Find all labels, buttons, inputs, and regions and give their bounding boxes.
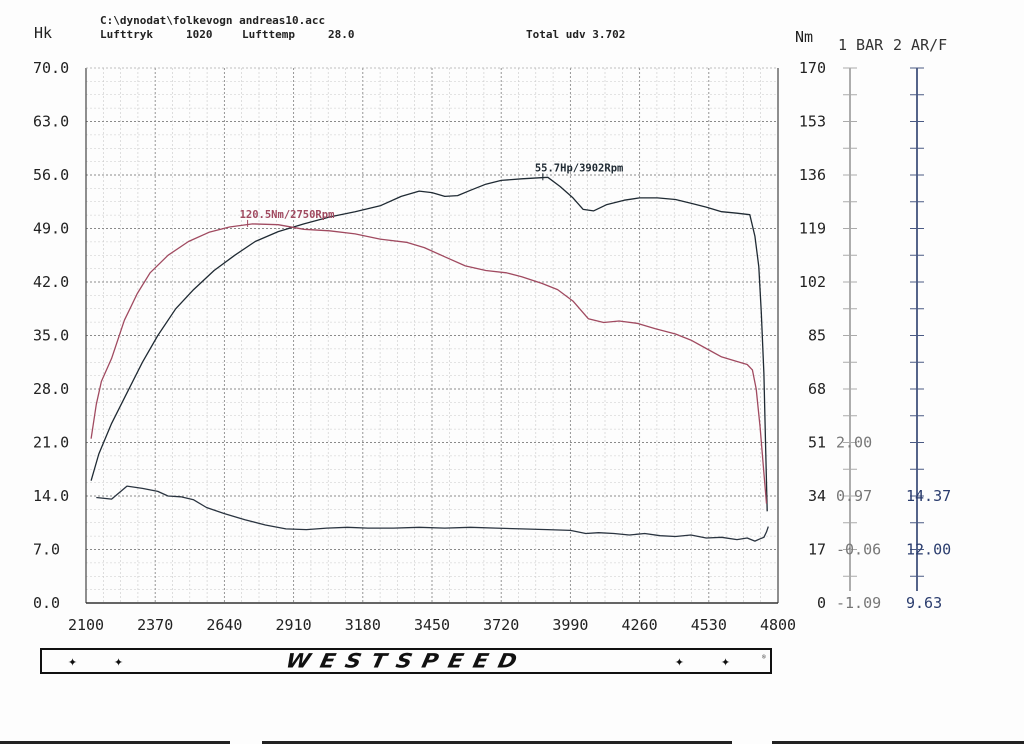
registered-mark: ®	[762, 654, 766, 661]
aux-scales: 1 BAR -1.09 -0.06 0.97 2.00 2 AR/F 9.63 12.00 14…	[836, 36, 951, 612]
x-tick-label: 2640	[206, 616, 242, 634]
y-right-tick-label: 34	[808, 487, 826, 505]
y-right-label: Nm	[795, 28, 813, 46]
y-left-tick-label: 56.0	[33, 166, 69, 184]
westspeed-banner: ✦ ✦ WESTSPEED ✦ ✦	[40, 648, 772, 674]
y-right-tick-label: 102	[799, 273, 826, 291]
pressure-value: 1020	[186, 28, 213, 41]
aux-scale-label: 2 AR/F	[893, 36, 947, 54]
y-right-tick-label: 170	[799, 59, 826, 77]
page-edge	[262, 741, 732, 744]
chart-axes	[85, 67, 779, 604]
total-output: Total udv 3.702	[526, 28, 626, 41]
stars-left-icon: ✦ ✦	[68, 652, 138, 670]
series-line	[90, 176, 768, 512]
series-line	[90, 223, 768, 504]
stars-right-icon: ✦ ✦	[674, 652, 744, 670]
data-series	[90, 176, 769, 542]
y-right-tick-label: 119	[799, 220, 826, 238]
annotation-label: 120.5Nm/2750Rpm	[240, 209, 335, 221]
y-right-tick-label: 136	[799, 166, 826, 184]
y-left-tick-label: 49.0	[33, 220, 69, 238]
tick-labels: Hk Nm 0.0 7.0 14.0 21.0 28.0 35.0 42.0 49.0 56.0 63…	[33, 24, 826, 634]
page-edge	[772, 741, 1024, 744]
x-tick-label: 3450	[414, 616, 450, 634]
temp-value: 28.0	[328, 28, 355, 41]
y-left-tick-label: 0.0	[33, 594, 60, 612]
file-path: C:\dynodat\folkevogn andreas10.acc	[100, 14, 326, 27]
x-tick-label: 3990	[552, 616, 588, 634]
x-tick-label: 2910	[276, 616, 312, 634]
y-right-tick-label: 153	[799, 113, 826, 131]
pressure-label: Lufttryk	[100, 28, 153, 41]
x-tick-label: 2370	[137, 616, 173, 634]
y-right-tick-label: 51	[808, 434, 826, 452]
annotation-label: 55.7Hp/3902Rpm	[535, 162, 624, 174]
aux-tick-label: 2.00	[836, 434, 872, 452]
y-left-tick-label: 7.0	[33, 541, 60, 559]
y-right-tick-label: 85	[808, 327, 826, 345]
y-right-tick-label: 17	[808, 541, 826, 559]
y-left-label: Hk	[34, 24, 52, 42]
y-left-tick-label: 42.0	[33, 273, 69, 291]
x-tick-label: 3180	[345, 616, 381, 634]
y-left-tick-label: 14.0	[33, 487, 69, 505]
x-tick-label: 2100	[68, 616, 104, 634]
aux-tick-label: 12.00	[906, 541, 951, 559]
aux-tick-label: 14.37	[906, 487, 951, 505]
x-tick-label: 3720	[483, 616, 519, 634]
x-tick-label: 4800	[760, 616, 796, 634]
aux-tick-label: 0.97	[836, 487, 872, 505]
x-tick-label: 4260	[622, 616, 658, 634]
y-right-tick-label: 0	[817, 594, 826, 612]
chart-grid	[86, 68, 778, 603]
brand-logo: WESTSPEED	[283, 649, 529, 673]
y-right-tick-label: 68	[808, 380, 826, 398]
y-left-tick-label: 28.0	[33, 380, 69, 398]
aux-tick-label: 9.63	[906, 594, 942, 612]
aux-scale-label: 1 BAR	[838, 36, 884, 54]
temp-label: Lufttemp	[242, 28, 295, 41]
y-left-tick-label: 63.0	[33, 113, 69, 131]
y-left-tick-label: 21.0	[33, 434, 69, 452]
y-left-tick-label: 35.0	[33, 327, 69, 345]
x-tick-label: 4530	[691, 616, 727, 634]
page-edge	[0, 741, 230, 744]
aux-tick-label: -0.06	[836, 541, 881, 559]
series-line	[96, 485, 769, 542]
aux-tick-label: -1.09	[836, 594, 881, 612]
annotations: 55.7Hp/3902Rpm 120.5Nm/2750Rpm	[240, 162, 624, 227]
y-left-tick-label: 70.0	[33, 59, 69, 77]
